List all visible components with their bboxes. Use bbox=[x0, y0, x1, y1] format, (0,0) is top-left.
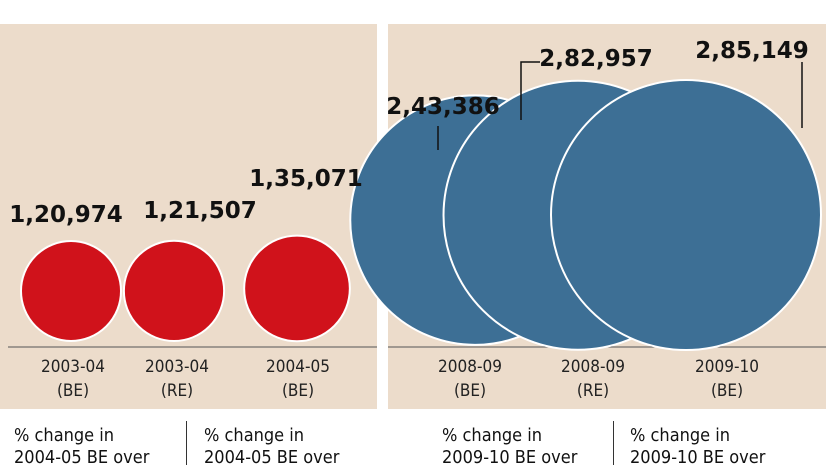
x-tick-label: 2008-09 bbox=[438, 357, 502, 377]
leader-line bbox=[520, 61, 540, 120]
x-tick-label: 2003-04 bbox=[41, 357, 105, 377]
x-tick-label: 2008-09 bbox=[561, 357, 625, 377]
data-label: 2,43,386 bbox=[386, 94, 500, 120]
bubble-2009-10-be bbox=[550, 79, 822, 351]
left-chart-panel bbox=[0, 24, 377, 409]
bubble-2003-04-re bbox=[122, 239, 226, 343]
x-tick-label: (BE) bbox=[282, 381, 314, 401]
bubble-chart: 1,20,974 2003-04 (BE) 1,21,507 2003-04 (RE) 1,… bbox=[8, 38, 826, 401]
footer-note-3: % change in 2009-10 BE over bbox=[442, 425, 577, 469]
footer: % change in 2004-05 BE over % change in … bbox=[0, 409, 826, 468]
bubble-2003-04-be bbox=[20, 240, 122, 342]
data-label: 1,35,071 bbox=[249, 166, 363, 192]
footer-note-2-text: % change in 2004-05 BE over bbox=[204, 425, 340, 468]
labels-layer: 1,20,974 2003-04 (BE) 1,21,507 2003-04 (RE) 1,… bbox=[9, 38, 809, 401]
footer-note-1: % change in 2004-05 BE over bbox=[14, 425, 149, 469]
footer-note-4-text: % change in 2009-10 BE over bbox=[630, 425, 766, 468]
footer-divider bbox=[613, 421, 614, 465]
footer-divider bbox=[186, 421, 187, 465]
x-tick-label: 2004-05 bbox=[266, 357, 330, 377]
data-label: 1,20,974 bbox=[9, 202, 123, 228]
bubble-2004-05-be bbox=[243, 234, 351, 343]
x-tick-label: (BE) bbox=[711, 381, 743, 401]
data-label: 1,21,507 bbox=[143, 198, 257, 224]
x-tick-label: 2003-04 bbox=[145, 357, 209, 377]
footer-note-3-text: % change in 2009-10 BE over bbox=[442, 425, 578, 468]
x-tick-label: (BE) bbox=[454, 381, 486, 401]
x-tick-label: (RE) bbox=[577, 381, 609, 401]
x-tick-label: 2009-10 bbox=[695, 357, 759, 377]
data-label: 2,82,957 bbox=[539, 46, 653, 72]
data-label: 2,85,149 bbox=[695, 38, 809, 64]
x-tick-label: (RE) bbox=[161, 381, 193, 401]
bubbles-layer bbox=[20, 79, 822, 351]
cropped-header-strip bbox=[0, 0, 826, 22]
footer-note-4: % change in 2009-10 BE over bbox=[630, 425, 765, 469]
x-tick-label: (BE) bbox=[57, 381, 89, 401]
footer-note-2: % change in 2004-05 BE over bbox=[204, 425, 339, 469]
footer-note-1-text: % change in 2004-05 BE over bbox=[14, 425, 150, 468]
leader-lines bbox=[437, 61, 803, 150]
